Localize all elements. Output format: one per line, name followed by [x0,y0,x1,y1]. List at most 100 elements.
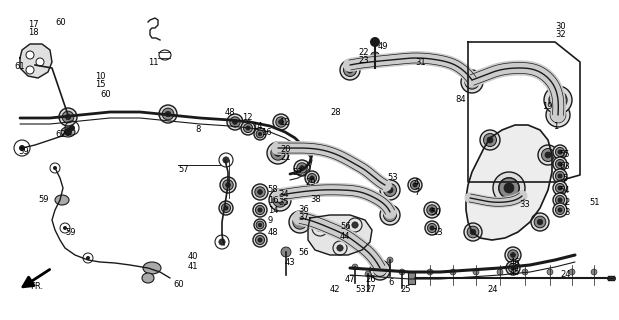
Circle shape [297,219,303,225]
Circle shape [553,157,567,171]
Circle shape [505,247,521,263]
Circle shape [258,189,262,194]
Text: 59: 59 [38,195,48,204]
Text: 10: 10 [95,72,105,81]
Text: 14: 14 [252,122,262,131]
Circle shape [230,117,240,127]
Circle shape [553,181,567,195]
Circle shape [243,124,253,132]
Text: 6: 6 [388,278,394,287]
Circle shape [59,108,77,126]
Text: 53: 53 [355,285,366,294]
Circle shape [69,125,75,131]
Circle shape [19,145,25,151]
Text: 3: 3 [564,208,569,217]
Circle shape [246,126,250,130]
Circle shape [256,130,264,138]
Circle shape [62,111,74,123]
Text: 24: 24 [487,285,498,294]
Circle shape [544,86,572,114]
Circle shape [380,205,400,225]
Text: 11: 11 [148,58,158,67]
Circle shape [347,67,353,73]
Circle shape [465,75,479,89]
Circle shape [547,269,553,275]
Circle shape [546,103,570,127]
Text: 40: 40 [188,252,199,261]
Circle shape [413,183,417,187]
Circle shape [555,205,565,214]
Circle shape [408,178,422,192]
Text: FR.: FR. [30,282,43,291]
Text: 63: 63 [559,162,569,171]
Circle shape [558,162,562,166]
Circle shape [410,180,420,189]
Circle shape [370,37,380,47]
Circle shape [373,263,386,276]
Circle shape [220,177,236,193]
Circle shape [450,269,456,275]
Circle shape [337,245,343,251]
Circle shape [545,152,551,158]
Circle shape [555,196,565,204]
Circle shape [308,173,316,182]
Circle shape [159,105,177,123]
Circle shape [276,117,286,127]
Circle shape [427,269,433,275]
Text: 16: 16 [261,128,272,137]
Text: 36: 36 [298,205,309,214]
Text: 61: 61 [14,62,25,71]
Circle shape [352,264,358,270]
Text: 46: 46 [510,258,521,267]
Circle shape [352,222,358,228]
Circle shape [469,77,475,83]
Circle shape [506,261,520,275]
Circle shape [63,226,67,230]
Circle shape [531,213,549,231]
Text: 34: 34 [278,190,288,199]
Circle shape [537,219,543,225]
Circle shape [253,203,267,217]
Text: 49: 49 [378,42,389,51]
Circle shape [424,202,440,218]
Text: 51: 51 [589,198,599,207]
Ellipse shape [142,273,154,283]
Text: 4: 4 [414,178,419,187]
Circle shape [387,257,393,263]
Text: 12: 12 [279,118,290,127]
Circle shape [553,203,567,217]
Circle shape [273,114,289,130]
Circle shape [428,223,436,233]
Text: 9: 9 [268,216,273,225]
Text: 18: 18 [28,28,38,37]
Circle shape [253,233,267,247]
Circle shape [219,201,233,215]
Circle shape [267,142,289,164]
Text: 39: 39 [18,147,28,156]
Circle shape [508,250,518,260]
Circle shape [553,145,567,159]
Ellipse shape [61,127,75,137]
Circle shape [461,71,483,93]
Circle shape [511,266,515,270]
Circle shape [258,238,262,242]
Circle shape [384,183,397,196]
Circle shape [553,193,567,207]
Text: 30: 30 [555,22,566,31]
Circle shape [550,107,566,123]
Circle shape [569,269,575,275]
Text: 43: 43 [285,258,296,267]
Text: 27: 27 [365,285,376,294]
Circle shape [497,269,503,275]
Polygon shape [466,125,552,240]
Circle shape [470,229,475,235]
Text: 54: 54 [559,186,569,195]
Circle shape [254,128,266,140]
Circle shape [316,224,324,232]
Circle shape [162,108,174,120]
Circle shape [555,148,565,156]
Circle shape [591,269,597,275]
Circle shape [275,150,281,156]
Circle shape [370,260,390,280]
Circle shape [480,130,500,150]
